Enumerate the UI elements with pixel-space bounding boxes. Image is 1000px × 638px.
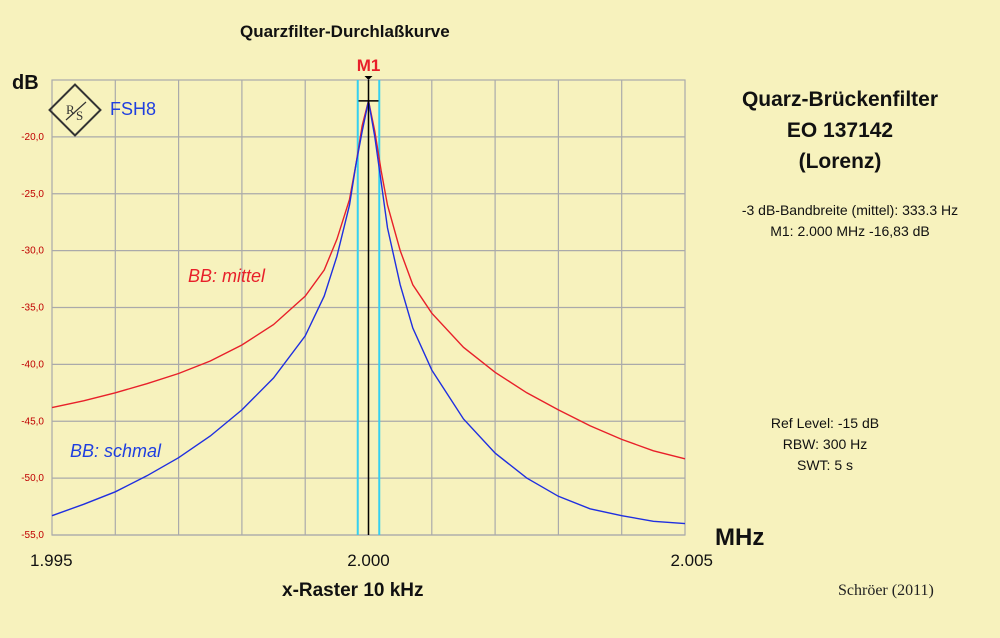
x-tick-label: 2.000 — [347, 551, 390, 570]
y-tick-label: -20,0 — [21, 132, 44, 143]
bandwidth-readout: -3 dB-Bandbreite (mittel): 333.3 Hz — [741, 202, 959, 218]
logo-label: FSH8 — [110, 99, 157, 119]
x-tick-label: 2.005 — [670, 551, 713, 570]
chart-title: Quarzfilter-Durchlaßkurve — [240, 22, 450, 41]
filter-title-line: (Lorenz) — [798, 150, 882, 173]
y-tick-label: -25,0 — [21, 189, 44, 200]
filter-title: Quarz-Brückenfilter EO 137142 (Lorenz) — [730, 84, 950, 177]
measurement-info: -3 dB-Bandbreite (mittel): 333.3 Hz M1: … — [700, 200, 1000, 242]
filter-title-line: Quarz-Brückenfilter — [741, 88, 939, 111]
analyzer-settings: Ref Level: -15 dB RBW: 300 Hz SWT: 5 s — [760, 413, 890, 476]
y-tick-label: -40,0 — [21, 359, 44, 370]
y-unit-label: dB — [12, 72, 39, 94]
swt: SWT: 5 s — [796, 457, 853, 473]
svg-text:S: S — [76, 108, 83, 123]
y-tick-label: -30,0 — [21, 246, 44, 257]
marker-label: M1 — [357, 56, 381, 75]
x-unit-label: MHz — [715, 524, 765, 551]
filter-title-line: EO 137142 — [786, 119, 894, 142]
rs-logo: R S — [48, 83, 102, 137]
marker-triangle — [364, 76, 373, 80]
y-tick-label: -55,0 — [21, 530, 44, 541]
x-tick-labels: 1.995 2.000 2.005 — [30, 551, 713, 570]
svg-text:R: R — [66, 102, 75, 117]
series-label-schmal: BB: schmal — [70, 441, 162, 461]
y-tick-label: -50,0 — [21, 473, 44, 484]
x-tick-label: 1.995 — [30, 551, 73, 570]
series-label-mittel: BB: mittel — [188, 266, 266, 286]
marker-readout: M1: 2.000 MHz -16,83 dB — [770, 223, 930, 239]
ref-level: Ref Level: -15 dB — [770, 415, 880, 431]
y-tick-label: -45,0 — [21, 416, 44, 427]
rbw: RBW: 300 Hz — [782, 436, 868, 452]
marker-m1: M1 — [357, 56, 381, 535]
credit: Schröer (2011) — [838, 582, 934, 599]
x-caption: x-Raster 10 kHz — [282, 580, 424, 601]
y-tick-label: -35,0 — [21, 303, 44, 314]
y-tick-labels: -20,0 -25,0 -30,0 -35,0 -40,0 -45,0 -50,0 -55,0 — [21, 132, 44, 541]
